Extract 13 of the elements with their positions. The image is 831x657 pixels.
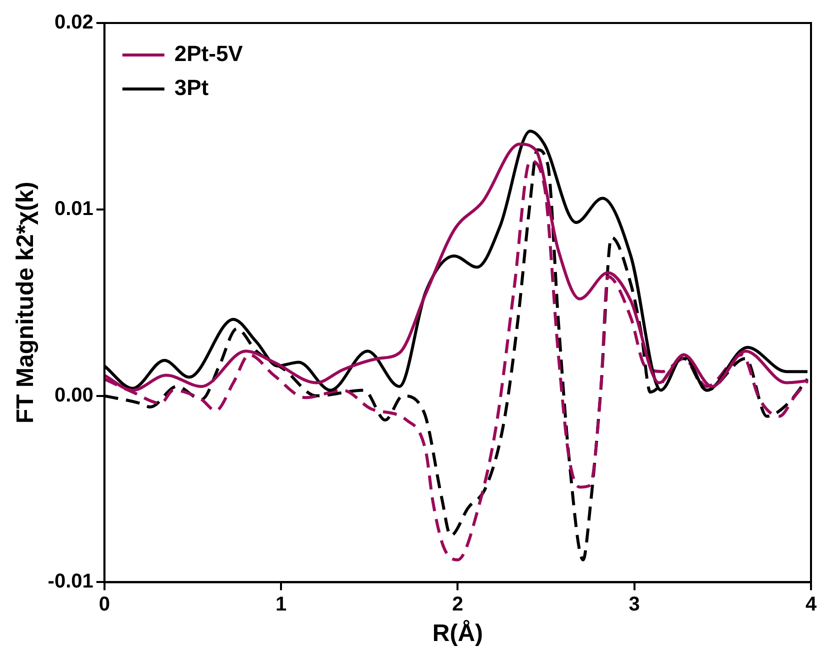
y-tick-label: 0.02	[54, 12, 94, 34]
x-tick-label: 4	[805, 594, 818, 616]
legend-label: 2Pt-5V	[174, 41, 244, 66]
y-tick-label: 0.01	[54, 198, 94, 220]
legend-label: 3Pt	[174, 75, 210, 100]
x-tick-label: 0	[98, 594, 110, 616]
x-axis-title: R(Å)	[432, 619, 484, 648]
y-tick-label: 0.00	[54, 384, 94, 406]
y-axis-title: FT Magnitude k2*χ(k)	[12, 182, 40, 424]
x-tick-label: 2	[452, 594, 464, 616]
x-tick-label: 1	[275, 594, 287, 616]
x-tick-label: 3	[628, 594, 640, 616]
y-tick-label: -0.01	[48, 570, 94, 593]
